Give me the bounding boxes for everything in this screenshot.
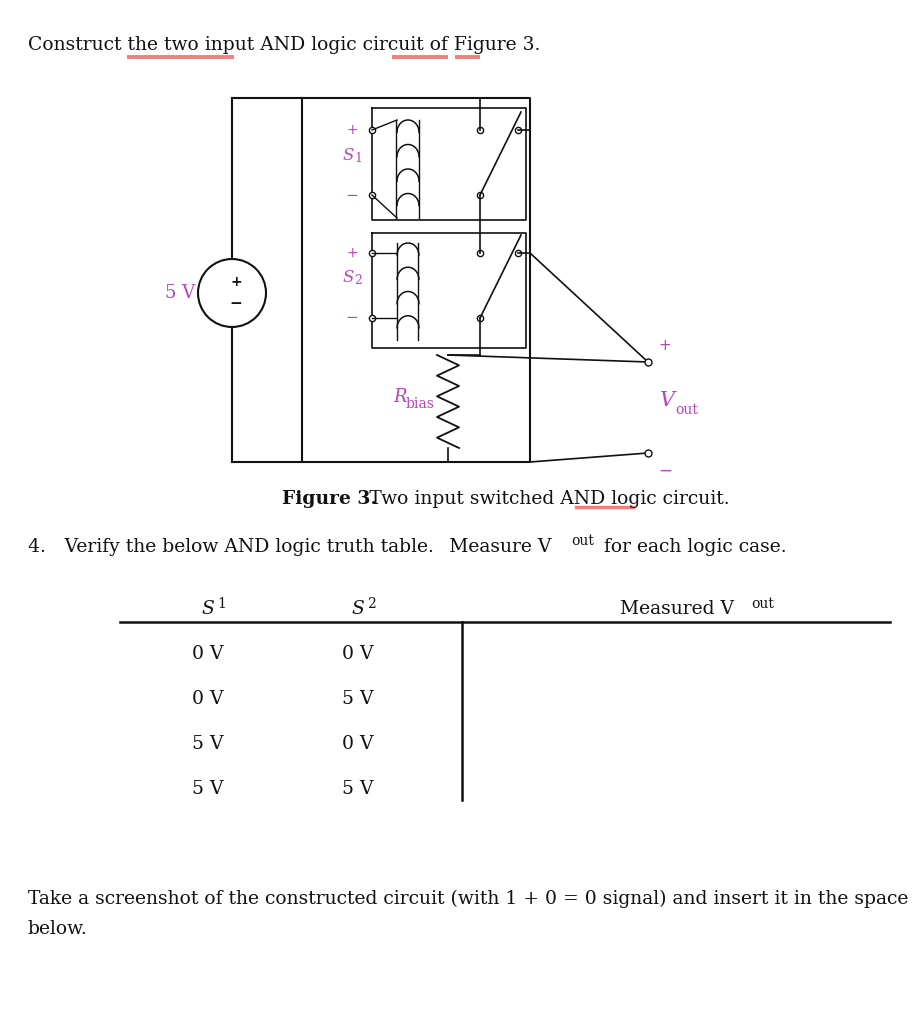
Text: −: −	[346, 187, 358, 203]
Text: S: S	[352, 600, 365, 618]
Text: +: +	[346, 246, 357, 260]
Text: below.: below.	[28, 920, 87, 938]
Text: 0 V: 0 V	[342, 645, 374, 663]
Text: −: −	[346, 310, 358, 326]
Text: 0 V: 0 V	[192, 690, 223, 708]
Text: 0 V: 0 V	[192, 645, 223, 663]
Text: 5 V: 5 V	[342, 780, 374, 798]
Text: +: +	[346, 123, 357, 137]
Text: Take a screenshot of the constructed circuit (with 1 + 0 = 0 signal) and insert : Take a screenshot of the constructed cir…	[28, 890, 908, 908]
Text: +: +	[230, 275, 242, 289]
Text: 1: 1	[217, 597, 226, 611]
Text: Measured V: Measured V	[620, 600, 734, 618]
Text: −: −	[230, 297, 243, 311]
Text: 1: 1	[354, 152, 362, 165]
Text: +: +	[658, 339, 671, 353]
Text: S: S	[201, 600, 214, 618]
Text: 2: 2	[367, 597, 376, 611]
Text: V: V	[660, 391, 675, 411]
Text: S: S	[343, 269, 355, 287]
Text: 5 V: 5 V	[192, 735, 223, 753]
Text: R: R	[393, 388, 406, 406]
Text: 0 V: 0 V	[342, 735, 374, 753]
Text: 5 V: 5 V	[192, 780, 223, 798]
Text: for each logic case.: for each logic case.	[598, 538, 787, 556]
Text: Two input switched AND logic circuit.: Two input switched AND logic circuit.	[360, 490, 730, 508]
Text: Figure 3.: Figure 3.	[282, 490, 377, 508]
Text: out: out	[675, 403, 698, 417]
Text: 5 V: 5 V	[165, 284, 195, 302]
Text: out: out	[751, 597, 774, 611]
Text: −: −	[658, 462, 672, 480]
Text: Construct the two input AND logic circuit of Figure 3.: Construct the two input AND logic circui…	[28, 36, 540, 54]
Text: S: S	[343, 146, 355, 164]
Text: out: out	[571, 534, 594, 548]
Text: 4. Verify the below AND logic truth table.  Measure V: 4. Verify the below AND logic truth tabl…	[28, 538, 551, 556]
Text: 2: 2	[354, 274, 362, 288]
Text: bias: bias	[406, 397, 435, 411]
Text: 5 V: 5 V	[342, 690, 374, 708]
